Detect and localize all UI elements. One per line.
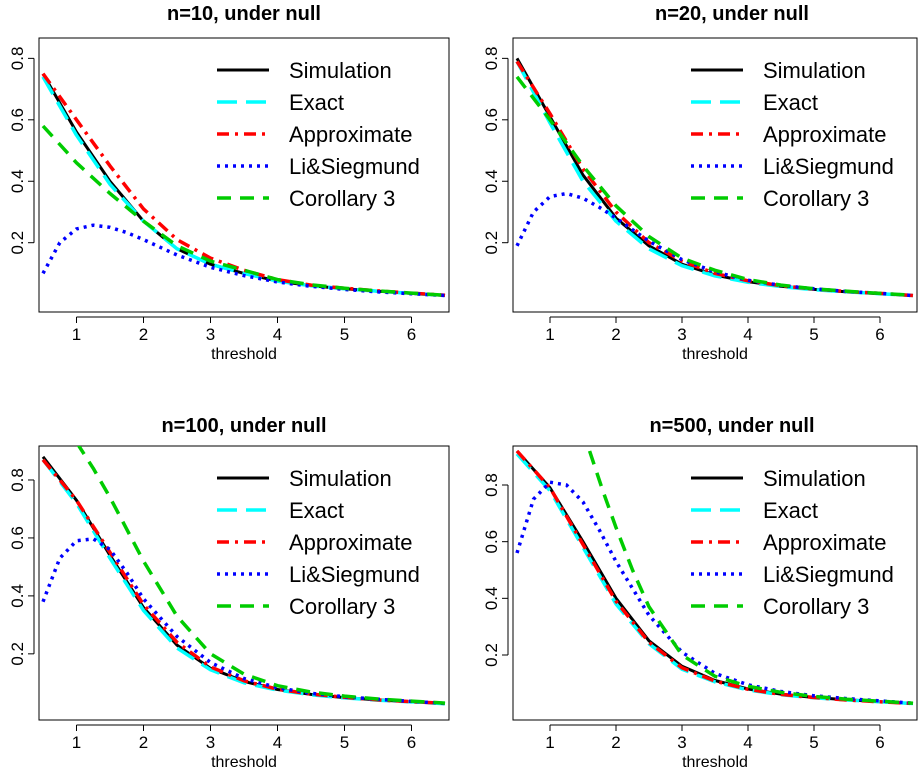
legend-label: Simulation bbox=[289, 466, 392, 491]
x-tick-label: 2 bbox=[611, 325, 620, 344]
panel-title: n=100, under null bbox=[161, 415, 326, 437]
series-line-approximate bbox=[515, 449, 914, 706]
series-line-approximate bbox=[41, 72, 446, 297]
legend-label: Approximate bbox=[289, 530, 413, 555]
series-line-corollary-3 bbox=[41, 124, 446, 297]
plot-frame bbox=[38, 37, 450, 313]
panel-title: n=10, under null bbox=[167, 3, 321, 25]
panel-title: n=500, under null bbox=[649, 415, 814, 437]
legend-label: Corollary 3 bbox=[763, 594, 869, 619]
legend-label: Exact bbox=[289, 498, 344, 523]
y-tick-label: 0.6 bbox=[482, 108, 501, 132]
x-tick-label: 4 bbox=[273, 325, 282, 344]
x-tick-label: 1 bbox=[545, 325, 554, 344]
legend-label: Li&Siegmund bbox=[289, 562, 420, 587]
x-tick-label: 2 bbox=[611, 733, 620, 752]
panel-1: n=10, under null 1 2 3 4 5 6 threshold 0.2 0.4 0.6… bbox=[8, 3, 450, 363]
series-line-simulation bbox=[41, 72, 446, 297]
legend-label: Simulation bbox=[763, 58, 866, 83]
series-line-exact bbox=[41, 75, 446, 298]
x-tick-label: 2 bbox=[139, 733, 148, 752]
x-tick-label: 4 bbox=[743, 325, 752, 344]
x-tick-label: 1 bbox=[72, 733, 81, 752]
plot-frame bbox=[512, 37, 918, 313]
series-line-corollary-3 bbox=[515, 75, 914, 297]
x-tick-label: 5 bbox=[340, 733, 349, 752]
y-tick-label: 0.2 bbox=[482, 231, 501, 255]
y-tick-label: 0.2 bbox=[8, 642, 27, 666]
y-tick-label: 0.4 bbox=[8, 169, 27, 193]
y-tick-label: 0.4 bbox=[8, 584, 27, 608]
x-tick-label: 3 bbox=[206, 325, 215, 344]
series-line-li-siegmund bbox=[41, 223, 446, 298]
panel-3: n=100, under null 1 2 3 4 5 6 threshold 0.2 0.4 0.… bbox=[8, 415, 450, 771]
series-line-approximate bbox=[515, 60, 914, 298]
y-tick-label: 0.6 bbox=[8, 526, 27, 550]
legend-label: Approximate bbox=[763, 530, 887, 555]
x-tick-label: 1 bbox=[72, 325, 81, 344]
y-tick-label: 0.8 bbox=[482, 473, 501, 497]
legend-label: Exact bbox=[763, 498, 818, 523]
x-tick-label: 1 bbox=[545, 733, 554, 752]
x-axis-label: threshold bbox=[211, 346, 277, 363]
legend-label: Approximate bbox=[763, 122, 887, 147]
panel-4: n=500, under null 1 2 3 4 5 6 threshold 0.2 0.4 0.… bbox=[482, 415, 918, 771]
y-tick-label: 0.2 bbox=[8, 231, 27, 255]
legend-label: Corollary 3 bbox=[289, 186, 395, 211]
x-tick-label: 6 bbox=[875, 733, 884, 752]
series-line-corollary-3 bbox=[76, 446, 446, 705]
x-tick-label: 4 bbox=[273, 733, 282, 752]
y-tick-label: 0.8 bbox=[8, 47, 27, 71]
x-tick-label: 6 bbox=[407, 325, 416, 344]
y-tick-label: 0.4 bbox=[482, 587, 501, 611]
x-axis-label: threshold bbox=[682, 754, 748, 771]
y-tick-label: 0.6 bbox=[8, 108, 27, 132]
y-tick-label: 0.6 bbox=[482, 530, 501, 554]
y-tick-label: 0.8 bbox=[482, 47, 501, 71]
series-line-corollary-3 bbox=[587, 450, 914, 705]
legend-label: Approximate bbox=[289, 122, 413, 147]
plot-frame bbox=[512, 445, 918, 721]
x-axis-label: threshold bbox=[211, 754, 277, 771]
x-tick-label: 5 bbox=[340, 325, 349, 344]
panel-title: n=20, under null bbox=[655, 3, 809, 25]
legend-label: Simulation bbox=[763, 466, 866, 491]
legend-label: Corollary 3 bbox=[289, 594, 395, 619]
x-tick-label: 3 bbox=[206, 733, 215, 752]
x-tick-label: 5 bbox=[809, 325, 818, 344]
legend-label: Li&Siegmund bbox=[289, 154, 420, 179]
legend-label: Simulation bbox=[289, 58, 392, 83]
y-tick-label: 0.8 bbox=[8, 468, 27, 492]
x-tick-label: 2 bbox=[139, 325, 148, 344]
legend-label: Corollary 3 bbox=[763, 186, 869, 211]
y-tick-label: 0.2 bbox=[482, 643, 501, 667]
x-tick-label: 5 bbox=[809, 733, 818, 752]
legend-label: Li&Siegmund bbox=[763, 562, 894, 587]
plot-frame bbox=[38, 445, 450, 721]
legend-label: Exact bbox=[763, 90, 818, 115]
series-line-li-siegmund bbox=[41, 537, 446, 706]
x-axis-label: threshold bbox=[682, 346, 748, 363]
x-tick-label: 6 bbox=[875, 325, 884, 344]
legend-label: Exact bbox=[289, 90, 344, 115]
panel-2: n=20, under null 1 2 3 4 5 6 threshold 0.2 0.4 0.6… bbox=[482, 3, 918, 363]
legend-label: Li&Siegmund bbox=[763, 154, 894, 179]
x-tick-label: 3 bbox=[677, 733, 686, 752]
x-tick-label: 3 bbox=[677, 325, 686, 344]
y-tick-label: 0.4 bbox=[482, 169, 501, 193]
x-tick-label: 6 bbox=[407, 733, 416, 752]
x-tick-label: 4 bbox=[743, 733, 752, 752]
series-line-li-siegmund bbox=[515, 480, 914, 705]
